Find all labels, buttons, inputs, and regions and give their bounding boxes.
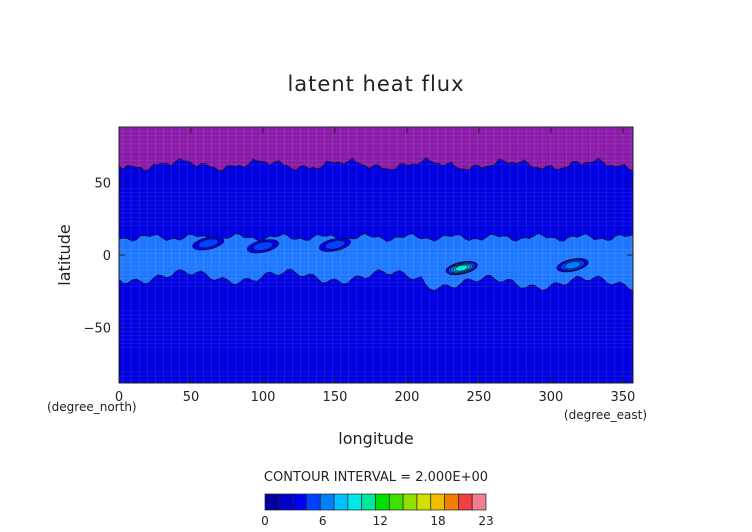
x-axis-label: longitude xyxy=(338,429,413,448)
y-tick-label-0: 0 xyxy=(103,249,111,264)
colorbar-swatch-12 xyxy=(430,493,445,511)
y-axis-ticks: 50 0 −50 xyxy=(84,176,633,337)
grid-lines xyxy=(119,127,633,383)
colorbar xyxy=(264,493,487,511)
colorbar-swatch-3 xyxy=(306,493,321,511)
hotspot-3 xyxy=(246,239,279,254)
chart-title: latent heat flux xyxy=(287,72,464,96)
x-tick-label-250: 250 xyxy=(467,390,492,405)
x-tick-label-150: 150 xyxy=(323,390,348,405)
x-tick-label-0: 0 xyxy=(115,390,123,405)
x-axis-ticks: 0 50 100 150 200 250 300 350 xyxy=(115,127,635,405)
x-tick-label-50: 50 xyxy=(183,390,200,405)
colorbar-swatch-5 xyxy=(333,493,349,511)
colorbar-tick-6: 6 xyxy=(319,514,327,528)
north-polar-region xyxy=(119,127,633,172)
hotspot-1 xyxy=(556,258,589,273)
colorbar-swatch-9 xyxy=(388,493,404,511)
colorbar-tick-labels: 0 6 12 18 23 xyxy=(261,514,493,528)
colorbar-swatch-1 xyxy=(278,493,293,511)
colorbar-swatch-2 xyxy=(292,493,307,511)
hotspot-2 xyxy=(318,237,351,252)
y-tick-label--50: −50 xyxy=(84,322,111,337)
plot-area xyxy=(119,127,633,383)
colorbar-swatch-6 xyxy=(347,493,363,511)
colorbar-swatch-7 xyxy=(361,493,376,511)
colorbar-swatch-0 xyxy=(264,493,280,511)
x-unit-label: (degree_east) xyxy=(564,408,647,422)
colorbar-tick-18: 18 xyxy=(430,514,445,528)
x-tick-label-350: 350 xyxy=(611,390,636,405)
hotspot-0 xyxy=(445,261,478,276)
colorbar-swatch-14 xyxy=(458,493,473,511)
colorbar-swatch-11 xyxy=(416,493,432,511)
colorbar-tick-12: 12 xyxy=(373,514,388,528)
colorbar-tick-0: 0 xyxy=(261,514,269,528)
y-axis-label: latitude xyxy=(55,224,74,285)
y-tick-label-50: 50 xyxy=(94,176,111,191)
x-tick-label-300: 300 xyxy=(539,390,564,405)
hotspot-4 xyxy=(192,236,225,251)
colorbar-swatch-10 xyxy=(402,493,418,511)
colorbar-tick-23: 23 xyxy=(478,514,493,528)
colorbar-swatch-15 xyxy=(471,493,487,511)
colorbar-swatch-8 xyxy=(375,493,390,511)
contour-interval-label: CONTOUR INTERVAL = 2.000E+00 xyxy=(264,470,488,485)
x-tick-label-100: 100 xyxy=(251,390,276,405)
colorbar-swatch-4 xyxy=(319,493,335,511)
colorbar-swatch-13 xyxy=(444,493,459,511)
hotspot-contours xyxy=(192,236,589,276)
y-unit-label: (degree_north) xyxy=(47,400,137,414)
x-tick-label-200: 200 xyxy=(395,390,420,405)
